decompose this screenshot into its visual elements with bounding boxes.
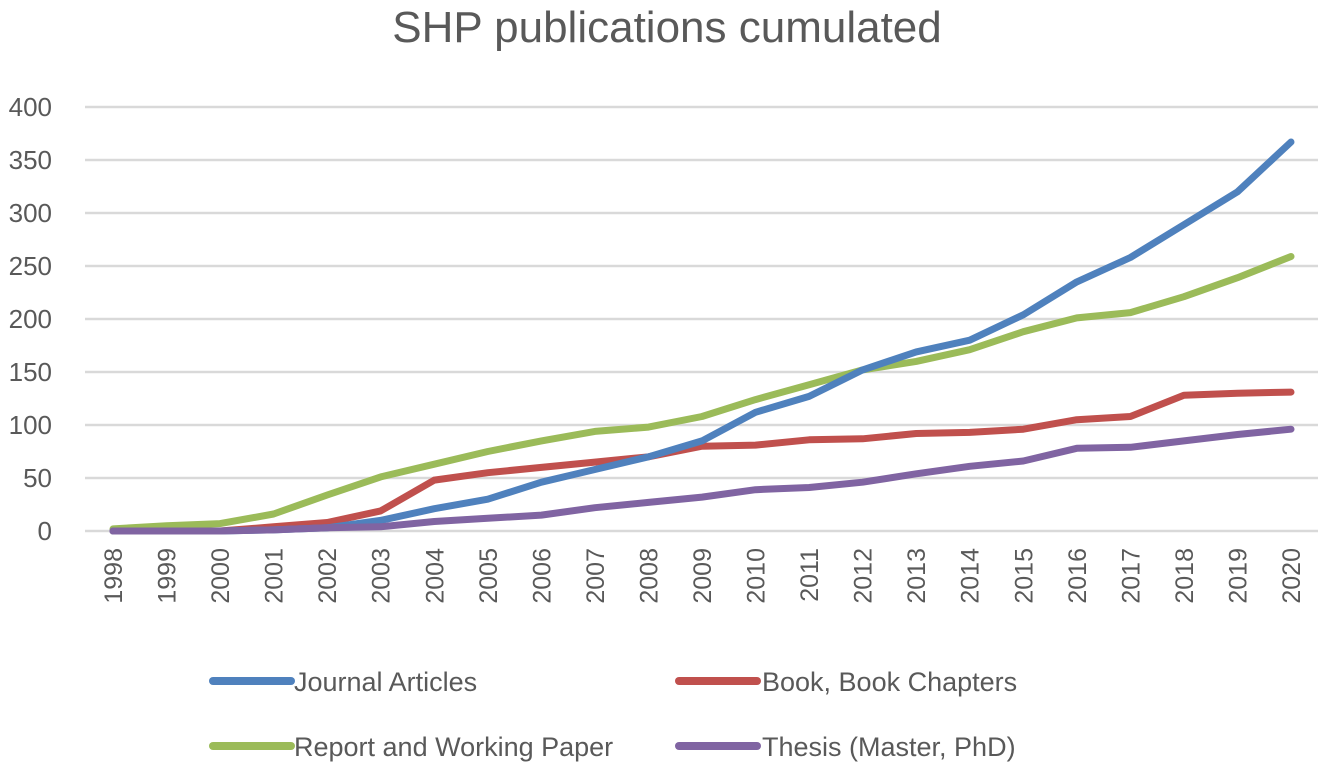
x-axis-ticks: 1998 1999 2000 2001 2002 2003 2004 2005 2006 2007… (100, 548, 1306, 604)
x-tick-label: 2010 (743, 548, 771, 604)
gridlines (85, 105, 1318, 533)
x-tick-label: 2001 (261, 548, 289, 604)
x-tick-label: 2018 (1171, 548, 1199, 604)
x-tick-label: 2000 (207, 548, 235, 604)
x-tick-label: 2017 (1117, 548, 1145, 604)
legend-item-book-chapters[interactable]: Book, Book Chapters (675, 667, 1017, 697)
legend-label-book-chapters: Book, Book Chapters (762, 667, 1017, 697)
legend-label-report-working-paper: Report and Working Paper (294, 732, 613, 762)
legend-item-thesis[interactable]: Thesis (Master, PhD) (675, 732, 1016, 762)
x-tick-label: 2014 (957, 548, 985, 604)
y-tick-label: 400 (9, 92, 52, 122)
x-tick-label: 2005 (475, 548, 503, 604)
x-tick-label: 2015 (1010, 548, 1038, 604)
legend-item-journal-articles[interactable]: Journal Articles (209, 667, 477, 697)
series-line-book-book-chapters (109, 388, 1295, 535)
x-tick-label: 2009 (689, 548, 717, 604)
y-tick-label: 300 (9, 198, 52, 228)
x-tick-label: 1999 (154, 548, 182, 604)
x-tick-label: 2007 (582, 548, 610, 604)
x-tick-label: 2019 (1224, 548, 1252, 604)
legend: Journal Articles Book, Book Chapters Rep… (209, 667, 1017, 762)
x-tick-label: 2002 (314, 548, 342, 604)
y-tick-label: 150 (9, 357, 52, 387)
x-tick-label: 2006 (528, 548, 556, 604)
legend-item-report-working-paper[interactable]: Report and Working Paper (209, 732, 613, 762)
y-tick-label: 250 (9, 251, 52, 281)
y-tick-label: 350 (9, 145, 52, 175)
x-tick-label: 2013 (903, 548, 931, 604)
series-line-thesis-master-phd (109, 425, 1295, 535)
x-tick-label: 2008 (635, 548, 663, 604)
legend-label-journal-articles: Journal Articles (294, 667, 477, 697)
x-tick-label: 1998 (100, 548, 128, 604)
y-tick-label: 0 (38, 516, 52, 546)
x-tick-label: 2004 (421, 548, 449, 604)
legend-label-thesis: Thesis (Master, PhD) (762, 732, 1016, 762)
y-tick-label: 200 (9, 304, 52, 334)
chart-title: SHP publications cumulated (392, 3, 942, 52)
series-line-report-and-working-paper (109, 253, 1295, 533)
y-tick-label: 50 (23, 463, 52, 493)
y-tick-label: 100 (9, 410, 52, 440)
x-tick-label: 2003 (368, 548, 396, 604)
x-tick-label: 2016 (1064, 548, 1092, 604)
x-tick-label: 2012 (850, 548, 878, 604)
series-lines (109, 138, 1295, 535)
y-axis-ticks: 0 50 100 150 200 250 300 350 400 (9, 92, 52, 546)
series-line-journal-articles (109, 138, 1295, 535)
x-tick-label: 2011 (796, 548, 824, 602)
x-tick-label: 2020 (1278, 548, 1306, 604)
